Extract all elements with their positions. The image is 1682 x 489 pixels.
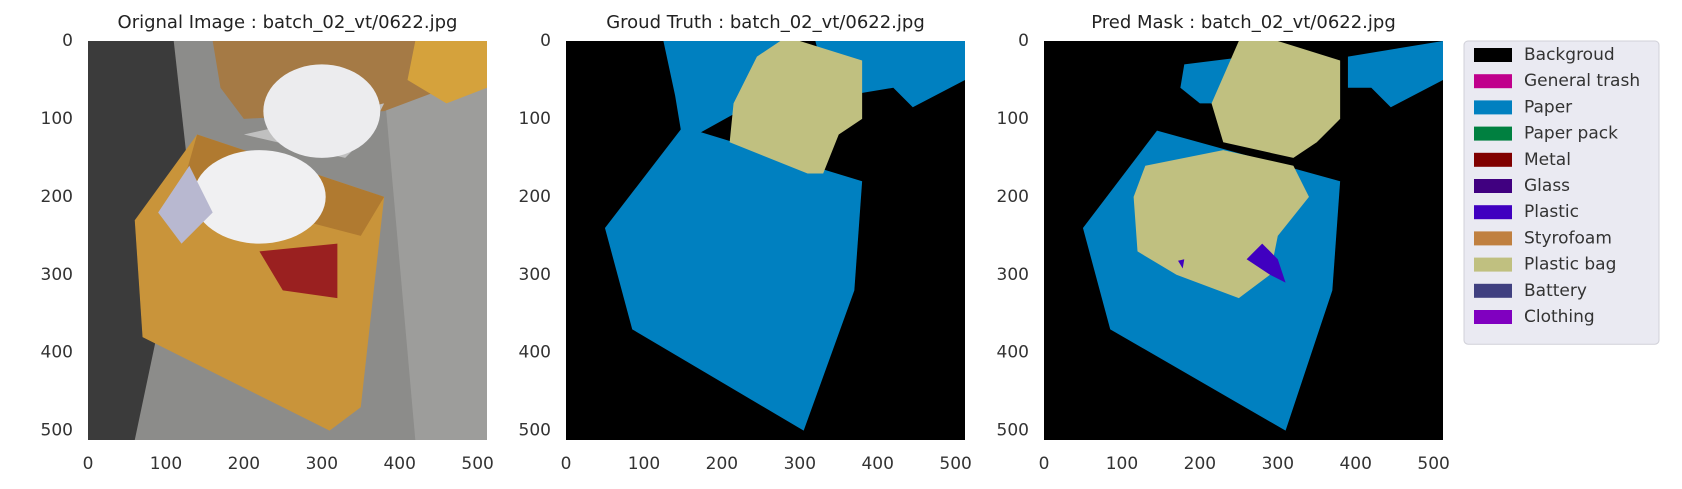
y-tick-label: 200 [997,187,1029,207]
x-tick-label: 500 [461,454,493,474]
y-tick-label: 500 [519,421,551,441]
x-tick-label: 300 [784,454,816,474]
legend-label: Plastic [1524,202,1579,222]
legend-swatch [1474,74,1512,89]
y-tick-label: 200 [519,187,551,207]
x-tick-label: 200 [1184,454,1216,474]
x-tick-label: 100 [1106,454,1138,474]
legend-swatch [1474,283,1512,298]
legend-swatch [1474,179,1512,193]
y-tick-label: 400 [41,343,73,363]
y-tick-label: 0 [62,31,73,51]
x-tick-label: 400 [383,454,415,474]
y-tick-label: 300 [41,265,73,285]
y-tick-label: 200 [41,187,73,207]
legend-label: Styrofoam [1524,228,1612,248]
y-tick-label: 100 [997,109,1029,129]
legend-swatch [1474,48,1512,62]
y-tick-label: 100 [519,109,551,129]
legend-label: General trash [1524,71,1640,91]
legend-swatch [1474,231,1512,246]
x-tick-label: 300 [306,454,338,474]
legend-swatch [1474,126,1512,141]
legend-label: Glass [1524,176,1570,196]
legend-label: Plastic bag [1524,255,1616,275]
panel-title: Groud Truth : batch_02_vt/0622.jpg [606,12,925,33]
predicted-mask [1044,41,1443,440]
panel-title: Orignal Image : batch_02_vt/0622.jpg [118,12,458,33]
legend-label: Metal [1524,150,1571,170]
y-tick-label: 400 [997,343,1029,363]
ground-truth-mask [566,41,965,440]
x-tick-label: 0 [561,454,572,474]
y-tick-label: 400 [519,343,551,363]
x-tick-label: 500 [1417,454,1449,474]
y-tick-label: 300 [519,265,551,285]
x-tick-label: 400 [1339,454,1371,474]
y-tick-label: 300 [997,265,1029,285]
legend-box [1463,40,1660,345]
x-tick-label: 200 [228,454,260,474]
x-tick-label: 500 [939,454,971,474]
y-tick-label: 500 [41,421,73,441]
x-tick-label: 100 [150,454,182,474]
x-tick-label: 100 [628,454,660,474]
legend-label: Battery [1524,281,1587,301]
x-tick-label: 0 [83,454,94,474]
x-tick-label: 400 [861,454,893,474]
legend-label: Backgroud [1524,45,1615,65]
original-image [88,41,487,440]
x-tick-label: 0 [1039,454,1050,474]
x-tick-label: 300 [1262,454,1294,474]
legend-swatch [1474,310,1512,324]
legend-swatch [1474,152,1512,167]
y-tick-label: 0 [540,31,551,51]
legend-swatch [1474,257,1512,272]
y-tick-label: 500 [997,421,1029,441]
legend-label: Paper pack [1524,124,1618,144]
y-tick-label: 100 [41,109,73,129]
legend-label: Paper [1524,97,1572,117]
y-tick-label: 0 [1018,31,1029,51]
x-tick-label: 200 [706,454,738,474]
legend-label: Clothing [1524,307,1595,327]
legend-swatch [1474,205,1512,220]
panel-title: Pred Mask : batch_02_vt/0622.jpg [1091,12,1396,33]
legend-swatch [1474,100,1512,115]
